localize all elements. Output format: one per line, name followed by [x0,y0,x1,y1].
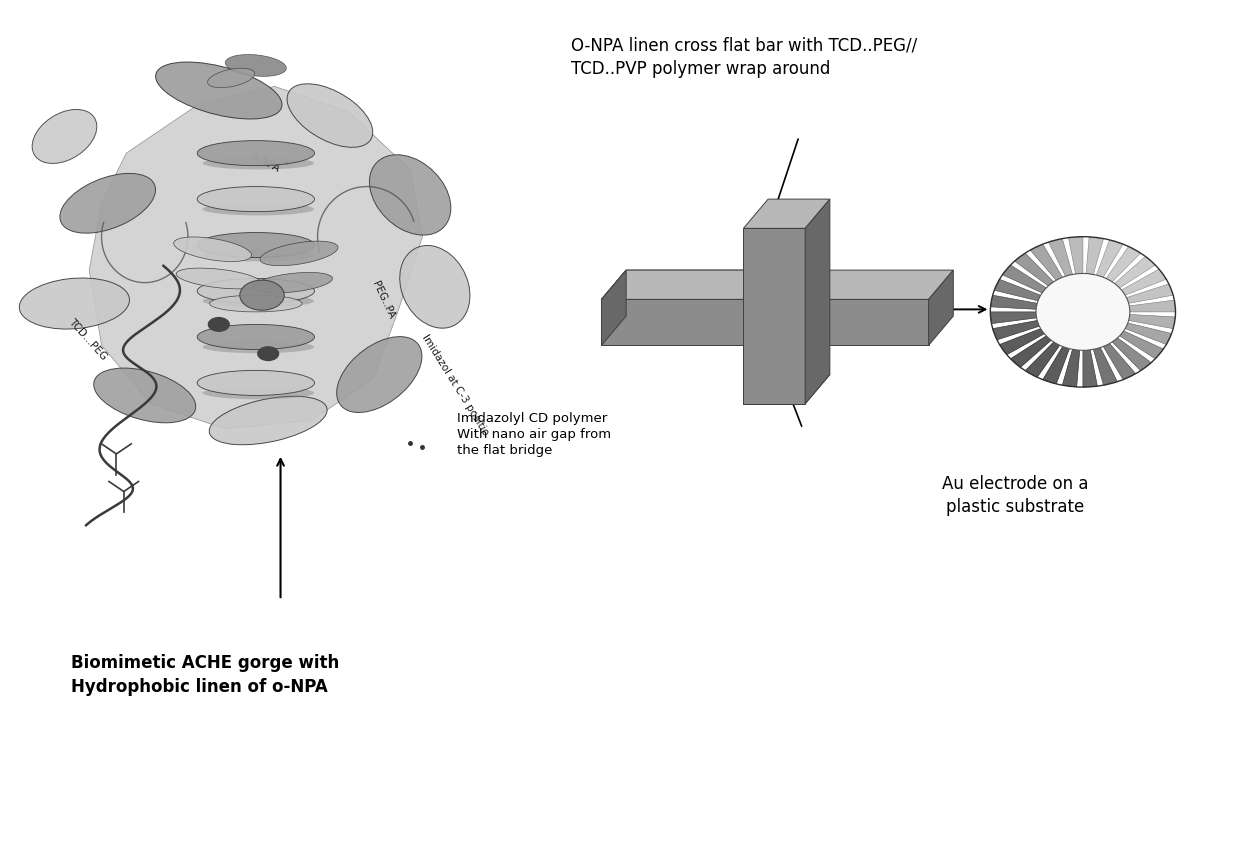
Circle shape [207,317,229,332]
Polygon shape [1128,315,1176,329]
Polygon shape [744,346,805,404]
Polygon shape [993,320,1039,340]
Polygon shape [991,295,1037,309]
Polygon shape [1086,237,1104,274]
Polygon shape [601,270,626,346]
Ellipse shape [202,341,314,353]
Polygon shape [994,279,1040,301]
Polygon shape [1130,300,1176,312]
Ellipse shape [202,157,314,169]
Polygon shape [601,299,744,346]
Ellipse shape [20,278,129,329]
Polygon shape [1049,239,1073,276]
Polygon shape [1125,323,1172,345]
Polygon shape [1121,269,1167,295]
Ellipse shape [202,387,314,399]
Ellipse shape [210,396,327,445]
Polygon shape [1083,350,1097,387]
Polygon shape [744,229,805,404]
Ellipse shape [197,278,315,304]
Circle shape [239,280,284,310]
Ellipse shape [197,370,315,395]
Polygon shape [805,199,830,404]
Polygon shape [1096,240,1123,278]
Text: TCD...PEG: TCD...PEG [67,317,109,362]
Ellipse shape [156,62,281,119]
Polygon shape [601,299,929,346]
Ellipse shape [197,325,315,350]
Polygon shape [1120,331,1163,359]
Polygon shape [991,312,1037,324]
Text: Imidazolyl CD polymer
With nano air gap from
the flat bridge: Imidazolyl CD polymer With nano air gap … [458,412,611,458]
Polygon shape [1002,265,1047,293]
Polygon shape [1030,244,1063,280]
Polygon shape [601,270,626,346]
Polygon shape [1025,342,1060,378]
Text: *: * [284,160,289,170]
Polygon shape [929,270,954,346]
Ellipse shape [197,232,315,257]
Ellipse shape [202,294,314,307]
Ellipse shape [337,336,422,412]
Ellipse shape [202,203,314,215]
Polygon shape [744,316,830,346]
Ellipse shape [174,237,252,262]
Polygon shape [1069,236,1083,274]
Polygon shape [1014,253,1054,286]
Text: Biomimetic ACHE gorge with
Hydrophobic linen of o-NPA: Biomimetic ACHE gorge with Hydrophobic l… [71,654,339,696]
Polygon shape [1094,347,1117,385]
Polygon shape [1126,284,1173,304]
Polygon shape [999,329,1044,355]
Ellipse shape [202,249,314,262]
Text: O-NPA linen cross flat bar with TCD..PEG//
TCD..PVP polymer wrap around: O-NPA linen cross flat bar with TCD..PEG… [570,36,916,78]
Ellipse shape [32,109,97,163]
Ellipse shape [60,173,155,233]
Polygon shape [1106,246,1141,282]
Text: PEG..PA: PEG..PA [371,279,397,320]
Ellipse shape [226,55,286,77]
Ellipse shape [197,140,315,166]
Ellipse shape [197,187,315,212]
Ellipse shape [399,246,470,328]
Polygon shape [1112,338,1151,371]
Text: Imidazol at C-3 positio: Imidazol at C-3 positio [420,333,491,437]
Ellipse shape [207,68,254,87]
Ellipse shape [288,84,373,147]
Polygon shape [601,270,768,299]
Text: o-NPA: o-NPA [249,151,281,174]
Polygon shape [744,374,830,404]
Polygon shape [744,199,830,229]
Ellipse shape [370,155,451,235]
Polygon shape [1043,346,1069,383]
Polygon shape [1115,257,1156,288]
Ellipse shape [94,368,196,423]
Text: Au electrode on a
plastic substrate: Au electrode on a plastic substrate [941,475,1089,516]
Ellipse shape [176,268,262,288]
Polygon shape [601,270,954,299]
Polygon shape [1104,343,1136,379]
Polygon shape [89,87,423,429]
Ellipse shape [260,241,339,266]
Circle shape [257,346,279,361]
Ellipse shape [1035,273,1130,351]
Ellipse shape [210,295,303,312]
Ellipse shape [253,272,332,293]
Polygon shape [1011,336,1052,368]
Polygon shape [1063,349,1080,387]
